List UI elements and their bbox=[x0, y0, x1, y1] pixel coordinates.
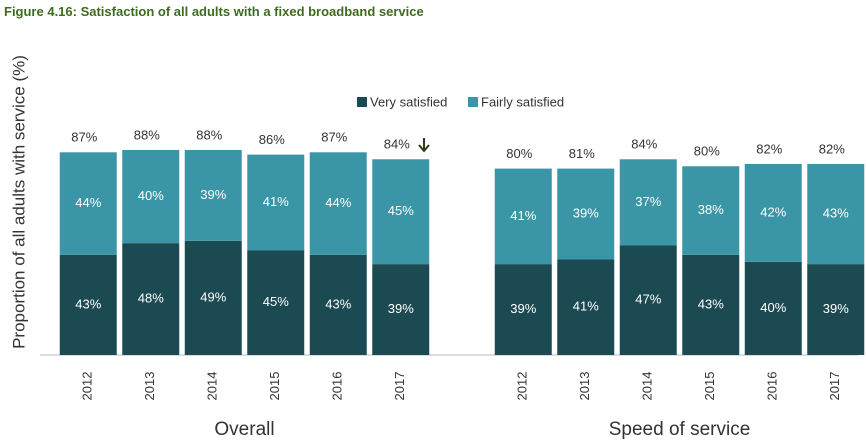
bar-segment bbox=[619, 245, 677, 355]
bar-segment bbox=[807, 163, 865, 265]
total-label: 82% bbox=[756, 141, 782, 156]
value-label: 42% bbox=[760, 204, 786, 219]
bar-segment bbox=[682, 254, 740, 355]
x-tick-label: 2016 bbox=[330, 372, 345, 401]
value-label: 39% bbox=[388, 301, 414, 316]
bar-segment bbox=[744, 163, 802, 262]
value-label: 39% bbox=[510, 301, 536, 316]
y-axis-label: Proportion of all adults with service (%… bbox=[9, 55, 28, 349]
value-label: 40% bbox=[760, 300, 786, 315]
total-label: 86% bbox=[259, 132, 285, 147]
total-label: 87% bbox=[71, 130, 97, 145]
x-tick-label: 2013 bbox=[577, 372, 592, 401]
x-tick-label: 2014 bbox=[205, 372, 220, 401]
legend-swatch bbox=[468, 97, 478, 107]
bar-segment bbox=[372, 264, 430, 355]
bar-segment bbox=[122, 243, 180, 355]
bar-segment bbox=[494, 168, 552, 265]
value-label: 45% bbox=[263, 294, 289, 309]
bar-segment bbox=[494, 264, 552, 355]
bar-segment bbox=[59, 152, 117, 255]
value-label: 39% bbox=[200, 187, 226, 202]
total-label: 88% bbox=[134, 127, 160, 142]
bar-segment bbox=[184, 149, 242, 241]
x-tick-label: 2012 bbox=[80, 372, 95, 401]
value-label: 45% bbox=[388, 203, 414, 218]
legend-swatch bbox=[357, 97, 367, 107]
x-tick-label: 2015 bbox=[702, 372, 717, 401]
value-label: 44% bbox=[75, 195, 101, 210]
bar-segment bbox=[184, 240, 242, 355]
total-label: 81% bbox=[569, 146, 595, 161]
bar-segment bbox=[372, 159, 430, 265]
bar-segment bbox=[59, 254, 117, 355]
x-tick-label: 2013 bbox=[142, 372, 157, 401]
total-label: 82% bbox=[819, 141, 845, 156]
decrease-arrow bbox=[418, 138, 430, 153]
bar-segment bbox=[557, 259, 615, 355]
x-tick-label: 2016 bbox=[765, 372, 780, 401]
value-label: 41% bbox=[263, 194, 289, 209]
bar-segment bbox=[122, 149, 180, 244]
total-label: 88% bbox=[196, 127, 222, 142]
value-label: 48% bbox=[138, 291, 164, 306]
total-label: 80% bbox=[506, 146, 532, 161]
value-label: 41% bbox=[510, 208, 536, 223]
x-tick-label: 2014 bbox=[640, 372, 655, 401]
total-label: 87% bbox=[321, 130, 347, 145]
bar-segment bbox=[309, 254, 367, 355]
value-label: 39% bbox=[823, 301, 849, 316]
figure-title: Figure 4.16: Satisfaction of all adults … bbox=[4, 4, 424, 19]
x-tick-label: 2017 bbox=[827, 372, 842, 401]
legend-label: Very satisfied bbox=[370, 94, 447, 109]
bar-segment bbox=[557, 168, 615, 260]
bar-segment bbox=[309, 152, 367, 255]
value-label: 43% bbox=[823, 205, 849, 220]
x-tick-label: 2015 bbox=[267, 372, 282, 401]
value-label: 43% bbox=[75, 296, 101, 311]
value-label: 38% bbox=[698, 202, 724, 217]
x-tick-label: 2017 bbox=[392, 372, 407, 401]
bar-segment bbox=[744, 261, 802, 355]
total-label: 84% bbox=[384, 137, 410, 152]
value-label: 43% bbox=[325, 296, 351, 311]
bar-segment bbox=[247, 250, 305, 355]
total-label: 84% bbox=[631, 137, 657, 152]
legend-label: Fairly satisfied bbox=[481, 94, 564, 109]
group-label: Speed of service bbox=[609, 419, 751, 440]
bar-segment bbox=[682, 166, 740, 255]
value-label: 39% bbox=[573, 205, 599, 220]
value-label: 37% bbox=[635, 194, 661, 209]
value-label: 47% bbox=[635, 292, 661, 307]
bar-segment bbox=[247, 154, 305, 251]
x-tick-label: 2012 bbox=[515, 372, 530, 401]
value-label: 43% bbox=[698, 296, 724, 311]
bar-segment bbox=[807, 264, 865, 355]
group-label: Overall bbox=[214, 419, 274, 440]
value-label: 40% bbox=[138, 188, 164, 203]
total-label: 80% bbox=[694, 144, 720, 159]
value-label: 44% bbox=[325, 195, 351, 210]
value-label: 41% bbox=[573, 299, 599, 314]
value-label: 49% bbox=[200, 289, 226, 304]
bar-segment bbox=[619, 159, 677, 246]
